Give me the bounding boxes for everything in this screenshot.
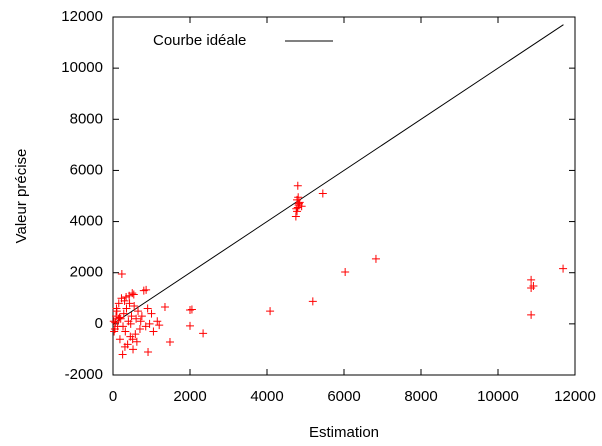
scatter-point — [199, 329, 208, 338]
scatter-point — [130, 301, 139, 310]
scatter-point — [149, 327, 158, 336]
scatter-point — [318, 189, 327, 198]
scatter-point — [117, 269, 126, 278]
scatter-point — [128, 289, 137, 298]
scatter-point — [371, 254, 380, 263]
scatter-point — [529, 282, 538, 291]
scatter-point — [160, 302, 169, 311]
scatter-point — [266, 307, 275, 316]
scatter-point — [527, 275, 536, 284]
scatter-point — [119, 309, 128, 318]
x-tick-label: 8000 — [404, 388, 437, 405]
scatter-point — [144, 347, 153, 356]
scatter-point — [145, 319, 154, 328]
scatter-point — [294, 193, 303, 202]
plot-frame — [112, 16, 576, 376]
scatter-point — [187, 305, 196, 314]
scatter-point — [291, 212, 300, 221]
x-axis-label: Estimation — [309, 424, 379, 441]
scatter-point — [109, 317, 118, 326]
y-tick-label: 10000 — [61, 59, 103, 76]
scatter-point — [120, 296, 129, 305]
scatter-point — [132, 314, 141, 323]
scatter-point — [129, 290, 138, 299]
scatter-point — [129, 345, 138, 354]
scatter-point — [114, 314, 123, 323]
scatter-point — [115, 313, 124, 322]
scatter-point — [143, 304, 152, 313]
y-tick-label: 12000 — [61, 8, 103, 25]
legend-label: Courbe idéale — [153, 32, 246, 49]
scatter-point — [126, 319, 135, 328]
scatter-point — [112, 304, 121, 313]
y-axis-label: Valeur précise — [13, 149, 30, 244]
scatter-point — [137, 312, 146, 321]
ideal-line — [112, 24, 564, 325]
x-tick-label: 4000 — [250, 388, 283, 405]
scatter-point — [131, 330, 140, 339]
scatter-point — [297, 202, 306, 211]
scatter-point — [122, 304, 131, 313]
scatter-point — [147, 309, 156, 318]
scatter-point — [153, 317, 162, 326]
scatter-point — [135, 324, 144, 333]
scatter-point — [122, 293, 131, 302]
scatter-point — [134, 307, 143, 316]
y-tick-label: 2000 — [70, 264, 103, 281]
scatter-point — [165, 338, 174, 347]
scatter-point — [293, 181, 302, 190]
scatter-point — [292, 204, 301, 213]
scatter-point — [559, 264, 568, 273]
scatter-point — [341, 267, 350, 276]
scatter-point — [128, 335, 137, 344]
scatter-point — [142, 285, 151, 294]
scatter-point — [136, 317, 145, 326]
scatter-point — [186, 321, 194, 330]
scatter-point — [132, 337, 141, 346]
x-tick-label: 2000 — [173, 388, 206, 405]
y-tick-label: 6000 — [70, 161, 103, 178]
x-tick-label: 0 — [109, 388, 117, 405]
y-tick-label: 0 — [95, 315, 103, 332]
scatter-point — [114, 299, 123, 308]
y-tick-label: -2000 — [65, 366, 103, 383]
scatter-point — [127, 312, 136, 321]
x-tick-label: 12000 — [554, 388, 596, 405]
scatter-point — [125, 299, 134, 308]
scatter-point — [110, 327, 119, 336]
x-tick-label: 10000 — [477, 388, 519, 405]
scatter-point — [120, 342, 129, 351]
scatter-point — [115, 335, 124, 344]
y-tick-label: 8000 — [70, 110, 103, 127]
scatter-point — [155, 321, 164, 330]
scatter-point — [308, 297, 317, 306]
scatter-point — [527, 310, 536, 319]
scatter-point — [119, 322, 128, 331]
y-tick-label: 4000 — [70, 213, 103, 230]
scatter-point — [186, 306, 194, 315]
scatter-point — [118, 350, 127, 359]
x-tick-label: 6000 — [327, 388, 360, 405]
scatter-point — [121, 327, 130, 336]
